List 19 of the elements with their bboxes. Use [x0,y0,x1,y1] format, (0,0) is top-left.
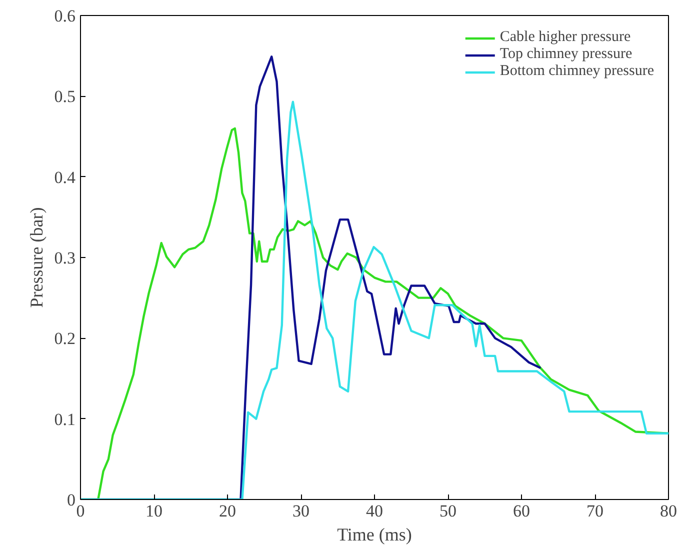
legend-label: Top chimney pressure [500,46,632,63]
y-tick-label: 0.6 [54,6,76,26]
x-tick-label: 80 [660,502,677,520]
x-tick-label: 30 [292,502,310,520]
legend-label: Bottom chimney pressure [500,63,654,80]
x-tick-label: 60 [513,502,530,520]
legend-label: Cable higher pressure [500,29,631,46]
x-axis-title: Time (ms) [337,524,412,544]
y-tick-label: 0.1 [54,410,76,429]
x-tick-label: 50 [440,502,456,520]
y-tick-label: 0.5 [54,87,76,106]
x-tick-label: 40 [366,502,383,520]
y-tick-label: 0.3 [54,248,76,268]
y-tick-label: 0.4 [54,168,76,187]
y-axis-title: Pressure (bar) [26,207,46,308]
x-tick-label: 20 [219,502,236,520]
x-tick-label: 70 [586,502,604,520]
y-tick-label: 0.2 [54,329,76,348]
x-tick-label: 10 [146,502,162,520]
